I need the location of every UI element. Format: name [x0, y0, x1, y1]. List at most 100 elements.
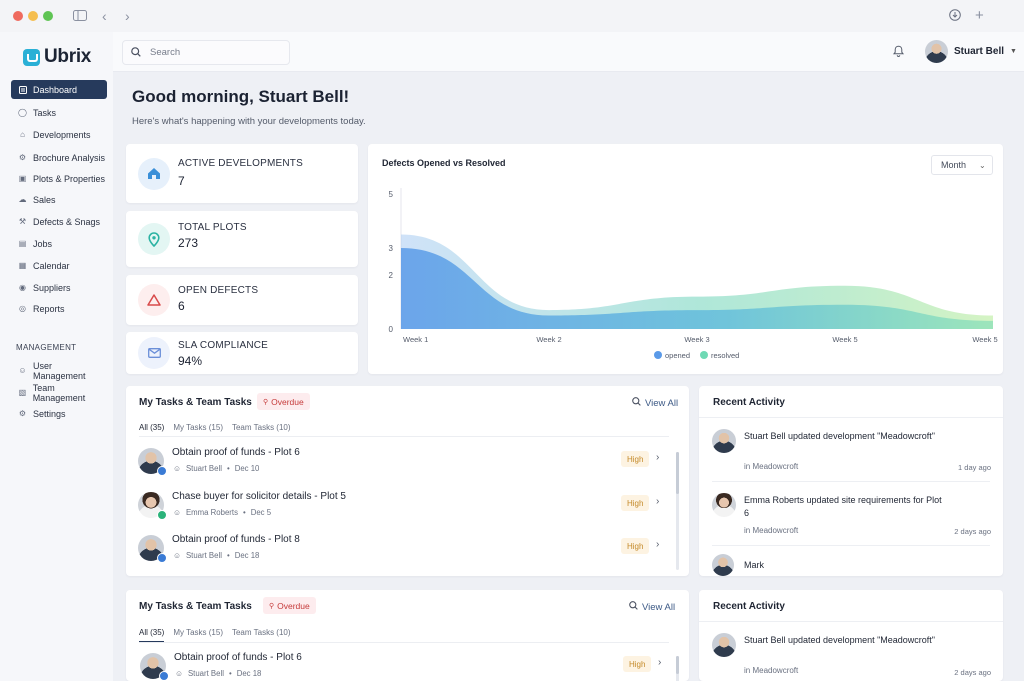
close-window-button[interactable]	[13, 11, 23, 21]
separator-dot: •	[226, 551, 230, 560]
task-meta: ☺ Emma Roberts • Dec 5	[173, 508, 271, 517]
task-row[interactable]: Obtain proof of funds - Plot 6 ☺ Stuart B…	[138, 444, 668, 480]
chart-title: Defects Opened vs Resolved	[382, 158, 506, 168]
user-icon: ☺	[173, 551, 181, 560]
tasks-panel: My Tasks & Team Tasks ⚲ Overdue View All…	[126, 386, 689, 576]
maximize-window-button[interactable]	[43, 11, 53, 21]
mail-icon	[138, 337, 170, 369]
overdue-badge[interactable]: ⚲ Overdue	[263, 597, 316, 614]
sidebar-item-user-management[interactable]: ☺ User Management	[11, 360, 107, 381]
sidebar-item-brochure-analysis[interactable]: ⚙ Brochure Analysis	[11, 148, 107, 167]
task-row[interactable]: Chase buyer for solicitor details - Plot…	[138, 488, 668, 524]
activity-item[interactable]: Stuart Bell updated development "Meadowc…	[712, 429, 994, 479]
back-icon[interactable]: ‹	[102, 8, 107, 24]
sidebar-item-label: Sales	[33, 194, 56, 205]
priority-badge: High	[623, 656, 652, 672]
sidebar-item-jobs[interactable]: ▤ Jobs	[11, 234, 107, 253]
task-title: Chase buyer for solicitor details - Plot…	[172, 491, 346, 502]
sidebar-item-suppliers[interactable]: ◉ Suppliers	[11, 278, 107, 297]
stat-card-sla-compliance[interactable]: SLA COMPLIANCE 94%	[126, 332, 358, 374]
tab-my-tasks[interactable]: My Tasks (15)	[173, 628, 223, 637]
sidebar-item-reports[interactable]: ◎ Reports	[11, 299, 107, 318]
legend-label-resolved: resolved	[711, 351, 739, 360]
avatar	[712, 633, 736, 657]
minimize-window-button[interactable]	[28, 11, 38, 21]
task-title: Obtain proof of funds - Plot 6	[174, 652, 302, 663]
tab-my-tasks[interactable]: My Tasks (15)	[173, 423, 223, 432]
activity-text: Stuart Bell updated development "Meadowc…	[744, 635, 935, 645]
chevron-right-icon[interactable]: ›	[656, 452, 660, 463]
search-input[interactable]	[150, 47, 280, 58]
sidebar-item-sales[interactable]: ☁ Sales	[11, 190, 107, 209]
chevron-right-icon[interactable]: ›	[656, 539, 660, 550]
chevron-right-icon[interactable]: ›	[658, 657, 662, 668]
sidebar-item-tasks[interactable]: ◯ Tasks	[11, 103, 107, 122]
tabs-divider	[139, 436, 669, 437]
sidebar-item-team-management[interactable]: ▧ Team Management	[11, 383, 107, 403]
activity-text: Emma Roberts updated site requirements f…	[744, 495, 942, 518]
y-tick-label: 2	[389, 271, 394, 280]
activity-item[interactable]: Mark	[712, 554, 994, 576]
period-select[interactable]: Month ⌄	[931, 155, 993, 175]
user-icon: ☺	[173, 464, 181, 473]
sidebar-item-plots-properties[interactable]: ▣ Plots & Properties	[11, 169, 107, 188]
task-badge-icon	[157, 553, 167, 563]
tasks-scrollbar[interactable]	[676, 452, 679, 570]
logo[interactable]: Ubrix	[23, 46, 91, 68]
task-row[interactable]: Obtain proof of funds - Plot 6 ☺ Stuart B…	[140, 649, 670, 681]
tab-team-tasks[interactable]: Team Tasks (10)	[231, 423, 291, 432]
view-all-link[interactable]: View All	[632, 397, 678, 409]
sidebar-toggle-icon[interactable]	[73, 8, 87, 24]
scrollbar-thumb[interactable]	[676, 656, 679, 674]
sidebar-item-label: User Management	[33, 360, 86, 381]
user-icon: ☺	[173, 508, 181, 517]
stat-card-open-defects[interactable]: OPEN DEFECTS 6	[126, 275, 358, 325]
sidebar-item-calendar[interactable]: ▦ Calendar	[11, 256, 107, 275]
view-all-label: View All	[642, 601, 676, 613]
sidebar-item-label: Suppliers	[33, 282, 71, 293]
activity-location: in Meadowcroft	[744, 666, 799, 675]
overdue-badge[interactable]: ⚲ Overdue	[257, 393, 310, 410]
activity-item[interactable]: Emma Roberts updated site requirements f…	[712, 493, 994, 543]
stat-card-active-developments[interactable]: ACTIVE DEVELOPMENTS 7	[126, 144, 358, 203]
task-meta: ☺ Stuart Bell • Dec 18	[173, 551, 259, 560]
team-management-icon: ▧	[18, 388, 27, 397]
task-badge-icon	[157, 510, 167, 520]
view-all-link[interactable]: View All	[629, 601, 675, 613]
sidebar-item-settings[interactable]: ⚙ Settings	[11, 404, 107, 423]
sidebar-item-defects-snags[interactable]: ⚒ Defects & Snags	[11, 212, 107, 231]
user-menu[interactable]: Stuart Bell ▼	[925, 40, 1017, 63]
task-date: Dec 10	[234, 464, 260, 473]
tasks-panel: My Tasks & Team Tasks ⚲ Overdue View All…	[126, 590, 689, 681]
download-icon[interactable]	[949, 8, 961, 24]
tab-all[interactable]: All (35)	[139, 423, 165, 437]
sidebar-item-label: Tasks	[33, 107, 57, 118]
tab-all[interactable]: All (35)	[139, 628, 165, 642]
sidebar-item-developments[interactable]: ⌂ Developments	[11, 125, 107, 144]
search-icon	[629, 601, 638, 613]
stat-card-total-plots[interactable]: TOTAL PLOTS 273	[126, 211, 358, 267]
search-icon	[632, 397, 641, 409]
divider	[699, 621, 1003, 622]
separator-dot: •	[226, 464, 230, 473]
tab-team-tasks[interactable]: Team Tasks (10)	[231, 628, 291, 637]
divider	[712, 481, 990, 482]
home-icon	[138, 157, 170, 190]
forward-icon[interactable]: ›	[125, 8, 130, 24]
sidebar-item-label: Reports	[33, 303, 65, 314]
alert-icon: ⚲	[263, 398, 269, 406]
sidebar-section-management: MANAGEMENT	[16, 343, 77, 352]
scrollbar-thumb[interactable]	[676, 452, 679, 494]
page-subtitle: Here's what's happening with your develo…	[132, 116, 366, 127]
tasks-scrollbar[interactable]	[676, 656, 679, 681]
activity-item[interactable]: Stuart Bell updated development "Meadowc…	[712, 633, 994, 679]
search-box[interactable]	[122, 40, 290, 65]
sales-icon: ☁	[18, 195, 27, 204]
notifications-bell-icon[interactable]	[893, 45, 904, 60]
chevron-right-icon[interactable]: ›	[656, 496, 660, 507]
sidebar-item-label: Brochure Analysis	[33, 152, 106, 163]
new-tab-icon[interactable]: +	[975, 7, 984, 24]
sidebar-item-dashboard[interactable]: Dashboard	[11, 80, 107, 99]
task-row[interactable]: Obtain proof of funds - Plot 8 ☺ Stuart B…	[138, 531, 668, 567]
activity-panel: Recent Activity Stuart Bell updated deve…	[699, 386, 1003, 576]
